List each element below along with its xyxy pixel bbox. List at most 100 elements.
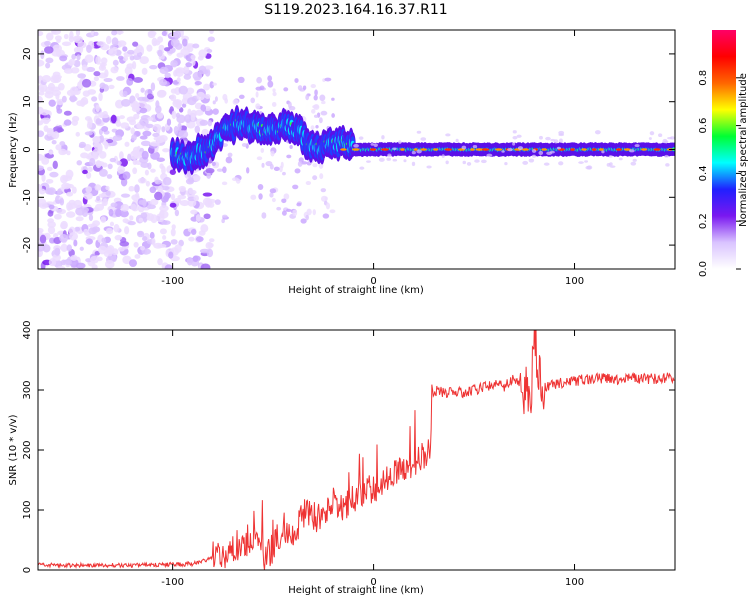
noise-blob (86, 66, 96, 73)
noise-blob (183, 65, 190, 74)
noise-blob (144, 169, 149, 176)
noise-blob (76, 160, 83, 166)
noise-blob (122, 55, 129, 62)
noise-blob (531, 149, 537, 153)
noise-blob (283, 87, 289, 92)
noise-blob (73, 239, 78, 247)
noise-blob (206, 172, 212, 179)
noise-blob (187, 97, 197, 106)
noise-blob (538, 135, 543, 140)
noise-blob (297, 160, 303, 167)
ridge-peak (340, 148, 347, 151)
noise-blob (38, 153, 44, 161)
noise-blob (183, 74, 192, 80)
noise-blob (194, 125, 201, 134)
noise-blob (267, 80, 274, 88)
noise-blob (178, 185, 187, 192)
snr-y-tick-label: 100 (22, 500, 33, 519)
noise-blob (120, 193, 131, 198)
noise-blob (100, 216, 107, 223)
noise-blob (79, 246, 84, 251)
noise-blob (110, 66, 119, 74)
noise-blob (289, 145, 293, 149)
noise-blob (39, 234, 47, 244)
ridge-peak (653, 148, 661, 151)
noise-blob (122, 90, 128, 97)
noise-blob (59, 234, 69, 243)
noise-blob (127, 220, 136, 226)
colorbar-tick-label: 0.0 (698, 261, 709, 277)
noise-blob (313, 104, 320, 111)
noise-blob (124, 226, 130, 235)
noise-blob (214, 199, 221, 205)
noise-blob (175, 67, 186, 74)
noise-blob (305, 94, 310, 101)
noise-blob (271, 197, 276, 203)
ridge-peak (495, 148, 503, 151)
noise-blob (126, 78, 134, 86)
noise-blob (318, 117, 323, 124)
noise-blob (150, 214, 158, 224)
noise-blob (292, 209, 298, 217)
noise-blob (44, 134, 54, 141)
noise-blob (105, 246, 113, 255)
noise-blob (159, 78, 168, 87)
noise-blob (146, 204, 156, 210)
noise-blob (203, 83, 211, 91)
ridge-peak (615, 148, 622, 151)
noise-blob (126, 49, 135, 55)
noise-blob (386, 157, 392, 161)
noise-blob (164, 72, 171, 79)
spectrogram-y-label: Frequency (Hz) (8, 112, 19, 188)
noise-blob (658, 133, 663, 138)
noise-blob (99, 150, 107, 159)
snr-y-tick-label: 300 (22, 380, 33, 399)
noise-blob (110, 255, 117, 263)
noise-blob (154, 191, 163, 201)
noise-blob (86, 121, 93, 129)
noise-blob (41, 75, 52, 83)
ridge-peak (481, 148, 490, 151)
noise-blob (190, 209, 198, 215)
ridge-peak (591, 148, 597, 151)
noise-blob (392, 158, 398, 162)
noise-blob (177, 122, 182, 132)
noise-blob (195, 236, 204, 242)
noise-blob (286, 154, 292, 159)
ridge-peak (381, 148, 389, 151)
noise-blob (126, 63, 135, 69)
noise-blob (85, 186, 93, 193)
noise-blob (178, 130, 189, 139)
noise-blob (83, 192, 93, 200)
noise-blob (188, 236, 195, 242)
noise-blob (140, 212, 148, 219)
noise-blob (100, 63, 105, 70)
noise-blob (312, 163, 318, 168)
spectrogram-y-tick-label: 20 (22, 48, 33, 61)
ridge-peak (420, 148, 427, 151)
noise-blob (57, 188, 62, 196)
noise-blob (310, 84, 316, 89)
noise-blob (302, 85, 307, 90)
noise-blob (115, 120, 122, 127)
ridge-peak (475, 148, 484, 151)
noise-blob (157, 49, 163, 57)
noise-blob (104, 260, 115, 269)
noise-blob (261, 212, 267, 219)
colorbar-tick-label: 0.8 (698, 70, 709, 86)
noise-blob (149, 231, 155, 239)
noise-blob (192, 255, 199, 263)
noise-blob (135, 192, 140, 198)
noise-blob (207, 36, 215, 42)
noise-blob (154, 179, 162, 185)
noise-blob (45, 62, 51, 69)
noise-blob (325, 202, 331, 210)
noise-blob (170, 38, 180, 48)
noise-blob (191, 58, 196, 67)
noise-blob (86, 44, 92, 53)
noise-blob (250, 194, 257, 200)
noise-blob (667, 136, 673, 140)
noise-blob (56, 98, 64, 106)
noise-blob (549, 150, 555, 154)
